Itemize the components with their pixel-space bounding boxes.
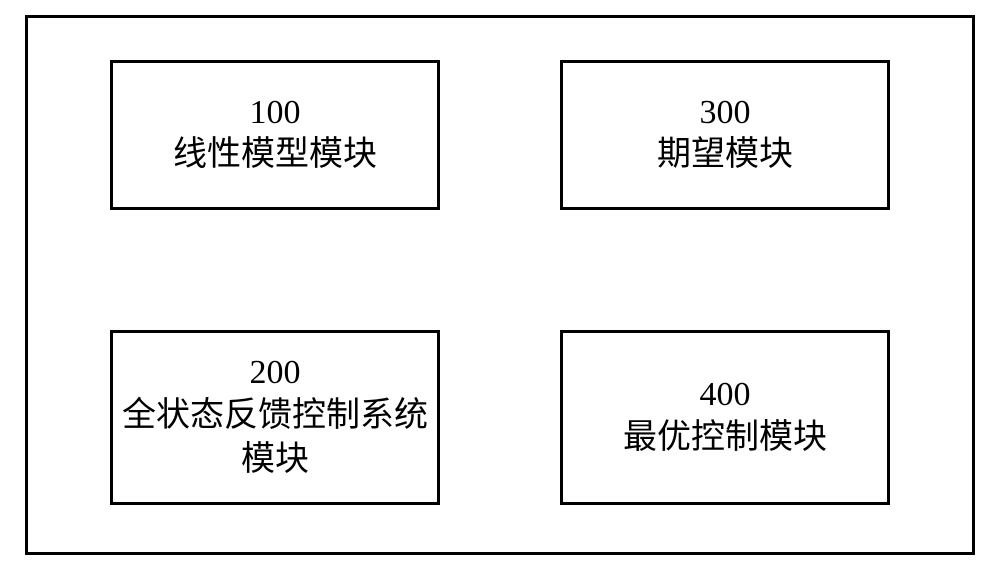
box-number: 300 <box>700 93 751 134</box>
box-label: 最优控制模块 <box>615 416 835 460</box>
box-number: 400 <box>700 375 751 416</box>
box-300: 300 期望模块 <box>560 60 890 210</box>
box-label: 全状态反馈控制系统模块 <box>113 394 437 482</box>
box-200: 200 全状态反馈控制系统模块 <box>110 330 440 505</box>
box-label: 线性模型模块 <box>165 133 385 177</box>
box-400: 400 最优控制模块 <box>560 330 890 505</box>
box-100: 100 线性模型模块 <box>110 60 440 210</box>
box-label: 期望模块 <box>649 133 801 177</box>
box-number: 100 <box>250 93 301 134</box>
box-number: 200 <box>250 353 301 394</box>
